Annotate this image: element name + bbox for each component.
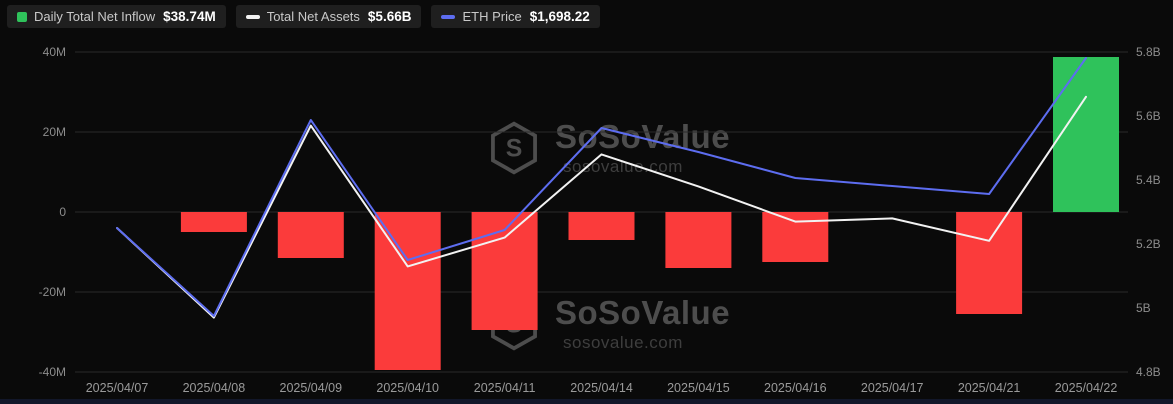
- right-axis-tick: 5.6B: [1136, 109, 1161, 123]
- left-axis-tick: 40M: [43, 45, 66, 59]
- x-axis-label: 2025/04/09: [280, 381, 343, 395]
- x-axis-label: 2025/04/07: [86, 381, 149, 395]
- x-axis-label: 2025/04/08: [183, 381, 246, 395]
- right-axis-tick: 4.8B: [1136, 365, 1161, 379]
- inflow-bar[interactable]: [180, 212, 247, 232]
- inflow-swatch-icon: [17, 11, 27, 22]
- left-axis-tick: -40M: [39, 365, 66, 379]
- right-axis-tick: 5B: [1136, 301, 1151, 315]
- inflow-bar[interactable]: [277, 212, 344, 258]
- right-axis-tick: 5.2B: [1136, 237, 1161, 251]
- x-axis-label: 2025/04/21: [958, 381, 1021, 395]
- left-axis-tick: -20M: [39, 285, 66, 299]
- inflow-bar[interactable]: [1053, 57, 1119, 212]
- x-axis-label: 2025/04/17: [861, 381, 924, 395]
- x-axis-label: 2025/04/14: [570, 381, 633, 395]
- inflow-bar[interactable]: [568, 212, 635, 240]
- eth-price-line[interactable]: [116, 57, 1087, 317]
- left-axis-tick: 20M: [43, 125, 66, 139]
- legend-label: Daily Total Net Inflow: [34, 9, 156, 24]
- x-axis-label: 2025/04/15: [667, 381, 730, 395]
- legend-value: $38.74M: [163, 9, 216, 24]
- legend-item-daily-net-inflow[interactable]: Daily Total Net Inflow $38.74M: [7, 5, 226, 28]
- eth-price-swatch-icon: [441, 14, 456, 19]
- legend-label: ETH Price: [462, 9, 522, 24]
- legend-item-total-net-assets[interactable]: Total Net Assets $5.66B: [235, 5, 422, 28]
- right-axis-tick: 5.4B: [1136, 173, 1161, 187]
- net-assets-swatch-icon: [245, 14, 260, 19]
- legend-item-eth-price[interactable]: ETH Price $1,698.22: [431, 5, 600, 28]
- legend-value: $5.66B: [367, 9, 412, 24]
- net-assets-line[interactable]: [116, 95, 1087, 319]
- bottom-scrollbar[interactable]: [0, 399, 1173, 404]
- inflow-bar[interactable]: [374, 212, 441, 370]
- inflow-bar[interactable]: [665, 212, 732, 268]
- chart-legend: Daily Total Net Inflow $38.74M Total Net…: [7, 5, 600, 28]
- right-axis-tick: 5.8B: [1136, 45, 1161, 59]
- x-axis-label: 2025/04/22: [1055, 381, 1118, 395]
- x-axis-label: 2025/04/16: [764, 381, 827, 395]
- inflow-bar[interactable]: [956, 212, 1023, 314]
- legend-value: $1,698.22: [529, 9, 590, 24]
- x-axis-label: 2025/04/10: [376, 381, 439, 395]
- inflow-bar[interactable]: [762, 212, 829, 262]
- x-axis-label: 2025/04/11: [474, 381, 536, 395]
- legend-label: Total Net Assets: [266, 9, 360, 24]
- left-axis-tick: 0: [59, 205, 66, 219]
